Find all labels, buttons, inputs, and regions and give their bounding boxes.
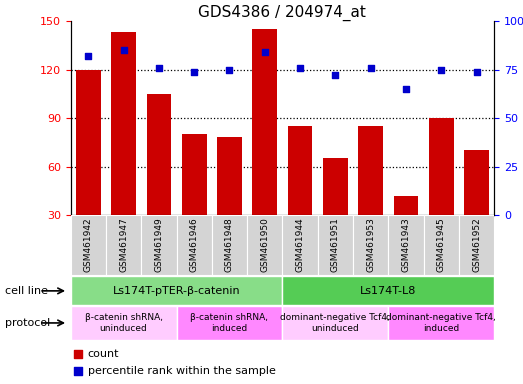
Bar: [71, 306, 176, 340]
Point: [472, 68, 481, 74]
Bar: [111, 32, 136, 215]
Text: dominant-negative Tcf4,
induced: dominant-negative Tcf4, induced: [386, 313, 496, 333]
Bar: [358, 126, 383, 215]
Bar: [424, 215, 459, 275]
Bar: [282, 276, 494, 305]
Bar: [282, 215, 317, 275]
Bar: [388, 306, 494, 340]
Bar: [429, 118, 453, 215]
Text: GSM461952: GSM461952: [472, 217, 481, 271]
Bar: [71, 276, 282, 305]
Bar: [212, 215, 247, 275]
Text: GSM461953: GSM461953: [366, 217, 375, 271]
Point: [225, 66, 234, 73]
Point: [437, 66, 446, 73]
Text: Ls174T-pTER-β-catenin: Ls174T-pTER-β-catenin: [112, 286, 241, 296]
Text: GSM461950: GSM461950: [260, 217, 269, 271]
Text: GSM461943: GSM461943: [402, 217, 411, 271]
Text: count: count: [87, 349, 119, 359]
Text: GSM461945: GSM461945: [437, 217, 446, 271]
Text: percentile rank within the sample: percentile rank within the sample: [87, 366, 276, 376]
Text: GSM461951: GSM461951: [331, 217, 340, 271]
Point: [190, 68, 198, 74]
Text: dominant-negative Tcf4,
uninduced: dominant-negative Tcf4, uninduced: [280, 313, 390, 333]
Title: GDS4386 / 204974_at: GDS4386 / 204974_at: [199, 5, 366, 21]
Point: [296, 65, 304, 71]
Bar: [71, 215, 106, 275]
Bar: [76, 70, 100, 215]
Bar: [394, 196, 418, 215]
Bar: [282, 306, 388, 340]
Bar: [353, 215, 388, 275]
Text: β-catenin shRNA,
induced: β-catenin shRNA, induced: [190, 313, 268, 333]
Bar: [176, 306, 282, 340]
Point: [367, 65, 375, 71]
Bar: [176, 215, 212, 275]
Text: GSM461947: GSM461947: [119, 217, 128, 271]
Bar: [146, 94, 171, 215]
Bar: [464, 151, 489, 215]
Bar: [247, 215, 282, 275]
Point: [74, 368, 83, 374]
Point: [119, 47, 128, 53]
Bar: [106, 215, 141, 275]
Bar: [323, 159, 348, 215]
Text: GSM461944: GSM461944: [295, 217, 304, 271]
Point: [74, 351, 83, 357]
Bar: [459, 215, 494, 275]
Text: GSM461946: GSM461946: [190, 217, 199, 271]
Point: [331, 72, 339, 78]
Text: GSM461942: GSM461942: [84, 217, 93, 271]
Bar: [217, 137, 242, 215]
Bar: [141, 215, 176, 275]
Point: [260, 49, 269, 55]
Point: [402, 86, 410, 92]
Text: protocol: protocol: [5, 318, 51, 328]
Point: [155, 65, 163, 71]
Text: GSM461948: GSM461948: [225, 217, 234, 271]
Text: cell line: cell line: [5, 286, 48, 296]
Bar: [388, 215, 424, 275]
Text: β-catenin shRNA,
uninduced: β-catenin shRNA, uninduced: [85, 313, 163, 333]
Text: Ls174T-L8: Ls174T-L8: [360, 286, 416, 296]
Bar: [182, 134, 207, 215]
Bar: [253, 29, 277, 215]
Bar: [317, 215, 353, 275]
Point: [84, 53, 93, 59]
Bar: [288, 126, 312, 215]
Text: GSM461949: GSM461949: [154, 217, 163, 271]
